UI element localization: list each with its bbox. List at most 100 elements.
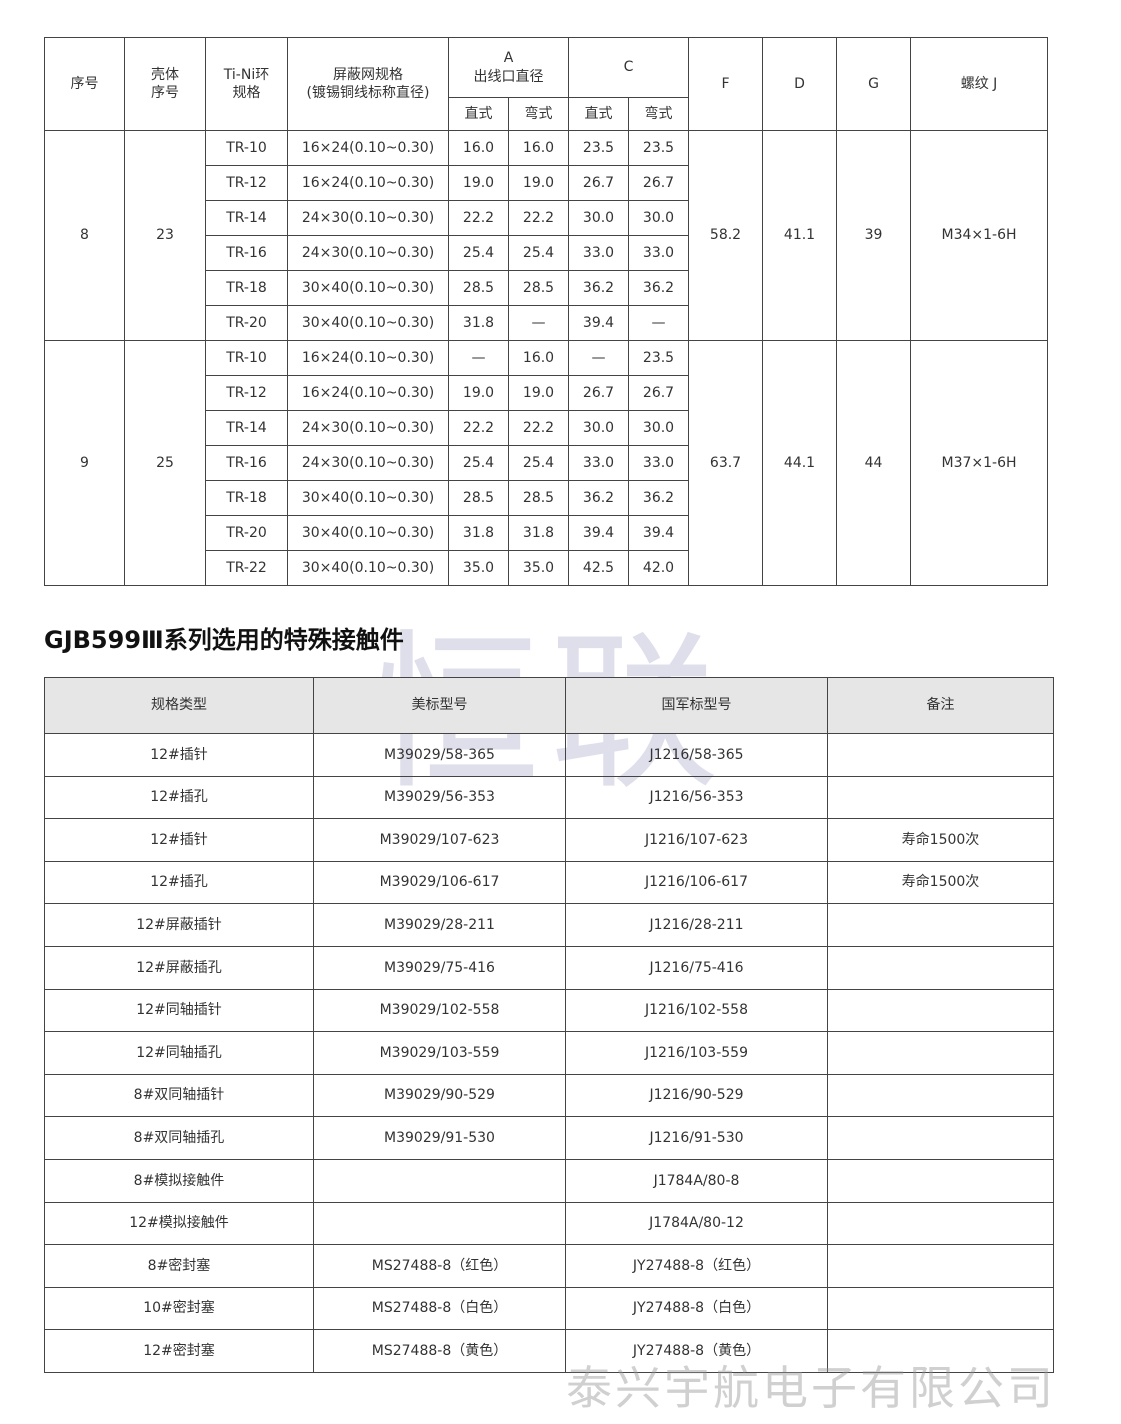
header-cell: 美标型号 [313,677,566,734]
cell: MS27488-8（红色） [313,1244,566,1288]
cell: JY27488-8（红色） [565,1244,828,1288]
table-row: 8#模拟接触件 J1784A/80-8 [44,1158,1054,1203]
cell: 19.0 [508,375,569,411]
cell: 22.2 [448,410,509,446]
cell: 8#双同轴插针 [44,1073,314,1118]
cell: 42.5 [568,550,629,586]
cell: J1216/90-529 [565,1073,828,1118]
empty-cell [827,1201,1054,1246]
cell: TR-20 [205,515,288,551]
cell: MS27488-8（白色） [313,1286,566,1331]
cell: — [628,305,689,341]
cell: TR-14 [205,200,288,236]
table-row: 12#同轴插孔 M39029/103-559 J1216/103-559 [44,1031,1054,1075]
cell: 58.2 [688,130,763,341]
empty-cell [313,1201,566,1246]
cell: 12#插针 [44,733,314,777]
table-row: 9 25 TR-10 16×24(0.10~0.30) —16.0—23.5 63.7 44… [44,340,1048,586]
cell: MS27488-8（黄色） [313,1329,566,1373]
table-row: 12#密封塞 MS27488-8（黄色） JY27488-8（黄色） [44,1329,1054,1373]
cell: 12#插孔 [44,860,314,905]
header-cell: 螺纹 J [910,37,1048,131]
cell: 41.1 [762,130,837,341]
cell: 33.0 [628,445,689,481]
table-row: TR-12 16×24(0.10~0.30) 19.0 19.0 26.7 26.7 [45,375,1048,411]
empty-cell [827,1116,1054,1160]
cell: 16.0 [508,340,569,376]
cell: 23.5 [628,130,689,166]
table-row: TR-16 24×30(0.10~0.30) 25.4 25.4 33.0 33.0 [45,235,1048,271]
empty-cell [827,1286,1054,1331]
header-cell: D [762,37,837,131]
cell: 30.0 [568,410,629,446]
table-row: 10#密封塞 MS27488-8（白色） JY27488-8（白色） [44,1286,1054,1331]
cell: — [448,340,509,376]
table-row: 8#双同轴插针 M39029/90-529 J1216/90-529 [44,1073,1054,1118]
cell: 22.2 [508,410,569,446]
cell: 36.2 [628,270,689,306]
cell: 30×40(0.10~0.30) [287,515,449,551]
cell: 12#屏蔽插孔 [44,945,314,990]
cell: 39.4 [568,305,629,341]
cell: 30×40(0.10~0.30) [287,550,449,586]
cell: TR-22 [205,550,288,586]
header-cell: 屏蔽网规格 (镀锡铜线标称直径) [287,37,449,131]
header-cell: 壳体 序号 [124,37,206,131]
table-row: 8#双同轴插孔 M39029/91-530 J1216/91-530 [44,1116,1054,1160]
table-row: TR-14 24×30(0.10~0.30) 22.2 22.2 30.0 30.0 [45,200,1048,236]
cell: 寿命1500次 [827,818,1054,862]
header-cell: 国军标型号 [565,677,828,734]
cell: JY27488-8（黄色） [565,1329,828,1373]
cell: TR-10 [205,130,288,166]
cell: 44 [836,340,911,586]
contact-table: 规格类型 美标型号 国军标型号 备注 12#插针 M39029/58-365 J1216/5… [44,677,1054,1373]
header-cell: G [836,37,911,131]
cell: TR-16 [205,445,288,481]
table-row: 12#屏蔽插孔 M39029/75-416 J1216/75-416 [44,945,1054,990]
header-row: 规格类型 美标型号 国军标型号 备注 [44,677,1054,734]
cell: 25 [124,340,206,586]
cell: J1216/58-365 [565,733,828,777]
cell: 33.0 [568,235,629,271]
cell: 26.7 [628,375,689,411]
header-cell: 弯式 [628,97,689,131]
cell: 26.7 [568,375,629,411]
cell: J1216/106-617 [565,860,828,905]
header-cell: 直式 [568,97,629,131]
cell: M39029/106-617 [313,860,566,905]
cell: 12#模拟接触件 [44,1201,314,1246]
empty-cell [827,1031,1054,1075]
cell: 39.4 [628,515,689,551]
cell: 42.0 [628,550,689,586]
cell: 28.5 [508,480,569,516]
cell: 31.8 [448,305,509,341]
cell: M39029/58-365 [313,733,566,777]
empty-cell [313,1158,566,1203]
cell: 22.2 [508,200,569,236]
cell: 26.7 [628,165,689,201]
cell: TR-16 [205,235,288,271]
cell: 25.4 [448,235,509,271]
cell: M34×1-6H [910,130,1048,341]
cell: 16×24(0.10~0.30) [287,130,449,166]
cell: 19.0 [508,165,569,201]
table-row: 12#插针 M39029/58-365 J1216/58-365 [44,733,1054,777]
empty-cell [827,733,1054,777]
empty-cell [827,945,1054,990]
cell: 30.0 [628,200,689,236]
cell: 19.0 [448,375,509,411]
header-cell: 直式 [448,97,509,131]
cell: 8#密封塞 [44,1244,314,1288]
table-row: 8 23 TR-10 16×24(0.10~0.30) 16.0 16.0 23.5 23.5… [44,130,1048,341]
table-row: 12#屏蔽插针 M39029/28-211 J1216/28-211 [44,903,1054,947]
cell: 24×30(0.10~0.30) [287,200,449,236]
cell: J1216/75-416 [565,945,828,990]
cell: 25.4 [508,445,569,481]
header-row: 直式 弯式 直式 弯式 [45,97,1048,131]
table-row: 12#同轴插针 M39029/102-558 J1216/102-558 [44,988,1054,1033]
empty-cell [827,1244,1054,1288]
cell: 33.0 [628,235,689,271]
cell: 31.8 [508,515,569,551]
cell: M39029/107-623 [313,818,566,862]
